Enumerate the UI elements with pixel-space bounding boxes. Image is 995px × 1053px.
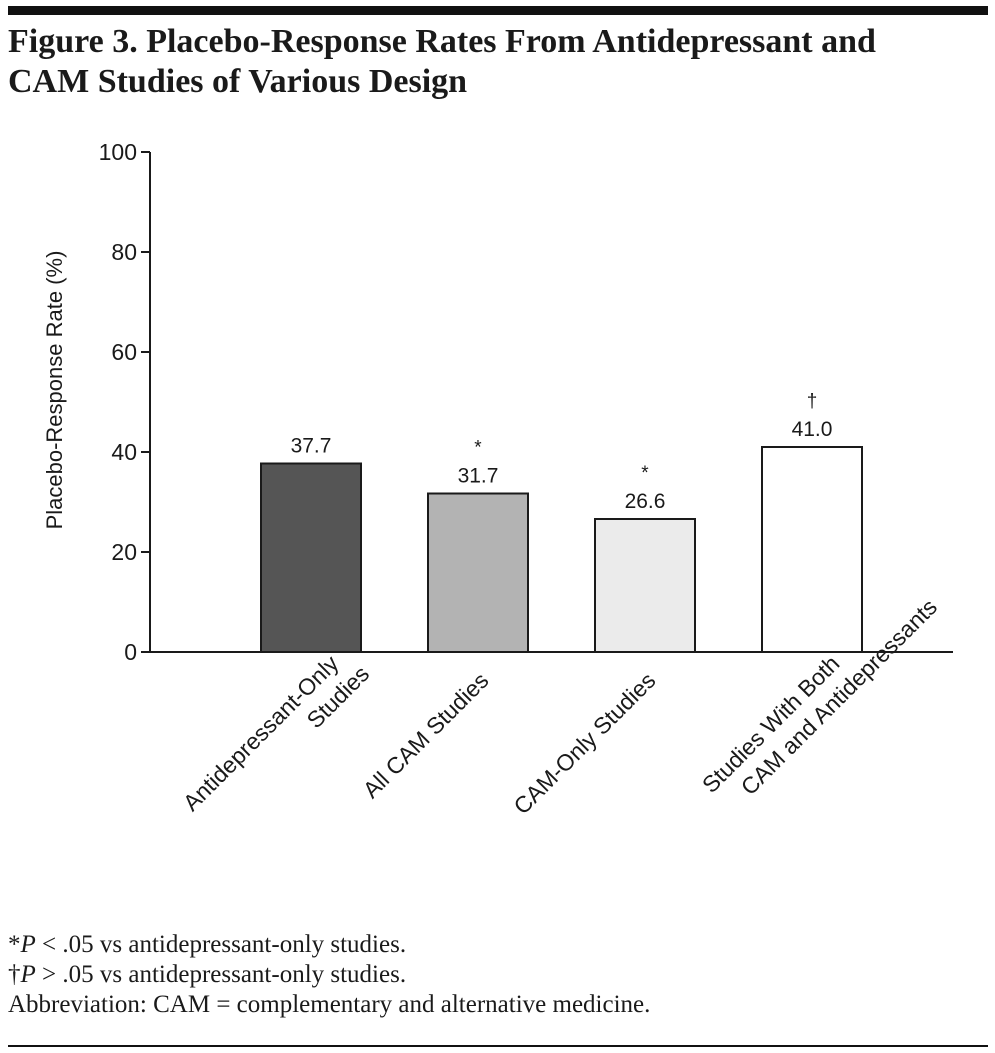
figure-title-line-2: CAM Studies of Various Design — [8, 63, 468, 100]
bars: 37.7 31.7 * 26.6 * 41.0 † — [260, 391, 863, 653]
x-category-label: Antidepressant-OnlyStudies — [178, 640, 374, 836]
y-axis-title: Placebo-Response Rate (%) — [42, 251, 67, 530]
footnote-symbol-asterisk: * — [8, 931, 21, 958]
footnote-significant: *P < .05 vs antidepressant-only studies. — [8, 930, 983, 960]
y-tick-label: 40 — [111, 439, 137, 465]
x-category-label-line: CAM-Only Studies — [508, 667, 660, 819]
bar-value-label: 41.0 — [792, 418, 833, 441]
footnote-text: < .05 vs antidepressant-only studies. — [35, 931, 407, 958]
y-tick-label: 100 — [99, 139, 137, 165]
bar — [594, 518, 696, 653]
figure-title: Figure 3. Placebo-Response Rates From An… — [8, 22, 983, 102]
bar — [260, 462, 362, 653]
significance-marker: * — [474, 438, 482, 459]
x-category-label-line: All CAM Studies — [358, 667, 494, 803]
footnote-abbreviation: Abbreviation: CAM = complementary and al… — [8, 991, 651, 1018]
y-tick-label: 60 — [111, 339, 137, 365]
footnote-symbol-dagger: † — [8, 961, 21, 988]
bar-value-label: 26.6 — [625, 490, 666, 513]
y-tick-label: 0 — [124, 639, 137, 665]
bar-value-label: 31.7 — [458, 465, 499, 488]
figure-title-line-1: Figure 3. Placebo-Response Rates From An… — [8, 23, 876, 60]
bar — [427, 492, 529, 653]
y-tick-label: 80 — [111, 239, 137, 265]
footnotes: *P < .05 vs antidepressant-only studies.… — [8, 930, 983, 1020]
footnote-p-italic: P — [20, 931, 36, 958]
x-category-label: All CAM Studies — [358, 667, 494, 803]
y-tick-label: 20 — [111, 539, 137, 565]
footnote-not-significant: †P > .05 vs antidepressant-only studies. — [8, 960, 983, 990]
bar — [761, 446, 863, 653]
footnote-p-italic: P — [20, 961, 36, 988]
bottom-rule — [8, 1045, 988, 1047]
bar-chart: 0 20 40 60 80 100 37.7 31.7 * 26.6 * 41.0 † Antidep… — [42, 139, 953, 836]
top-rule — [8, 6, 988, 15]
bar-value-label: 37.7 — [291, 435, 332, 458]
x-category-label: CAM-Only Studies — [508, 667, 660, 819]
significance-marker: † — [807, 391, 818, 412]
significance-marker: * — [641, 463, 649, 484]
footnote-text: > .05 vs antidepressant-only studies. — [35, 961, 407, 988]
